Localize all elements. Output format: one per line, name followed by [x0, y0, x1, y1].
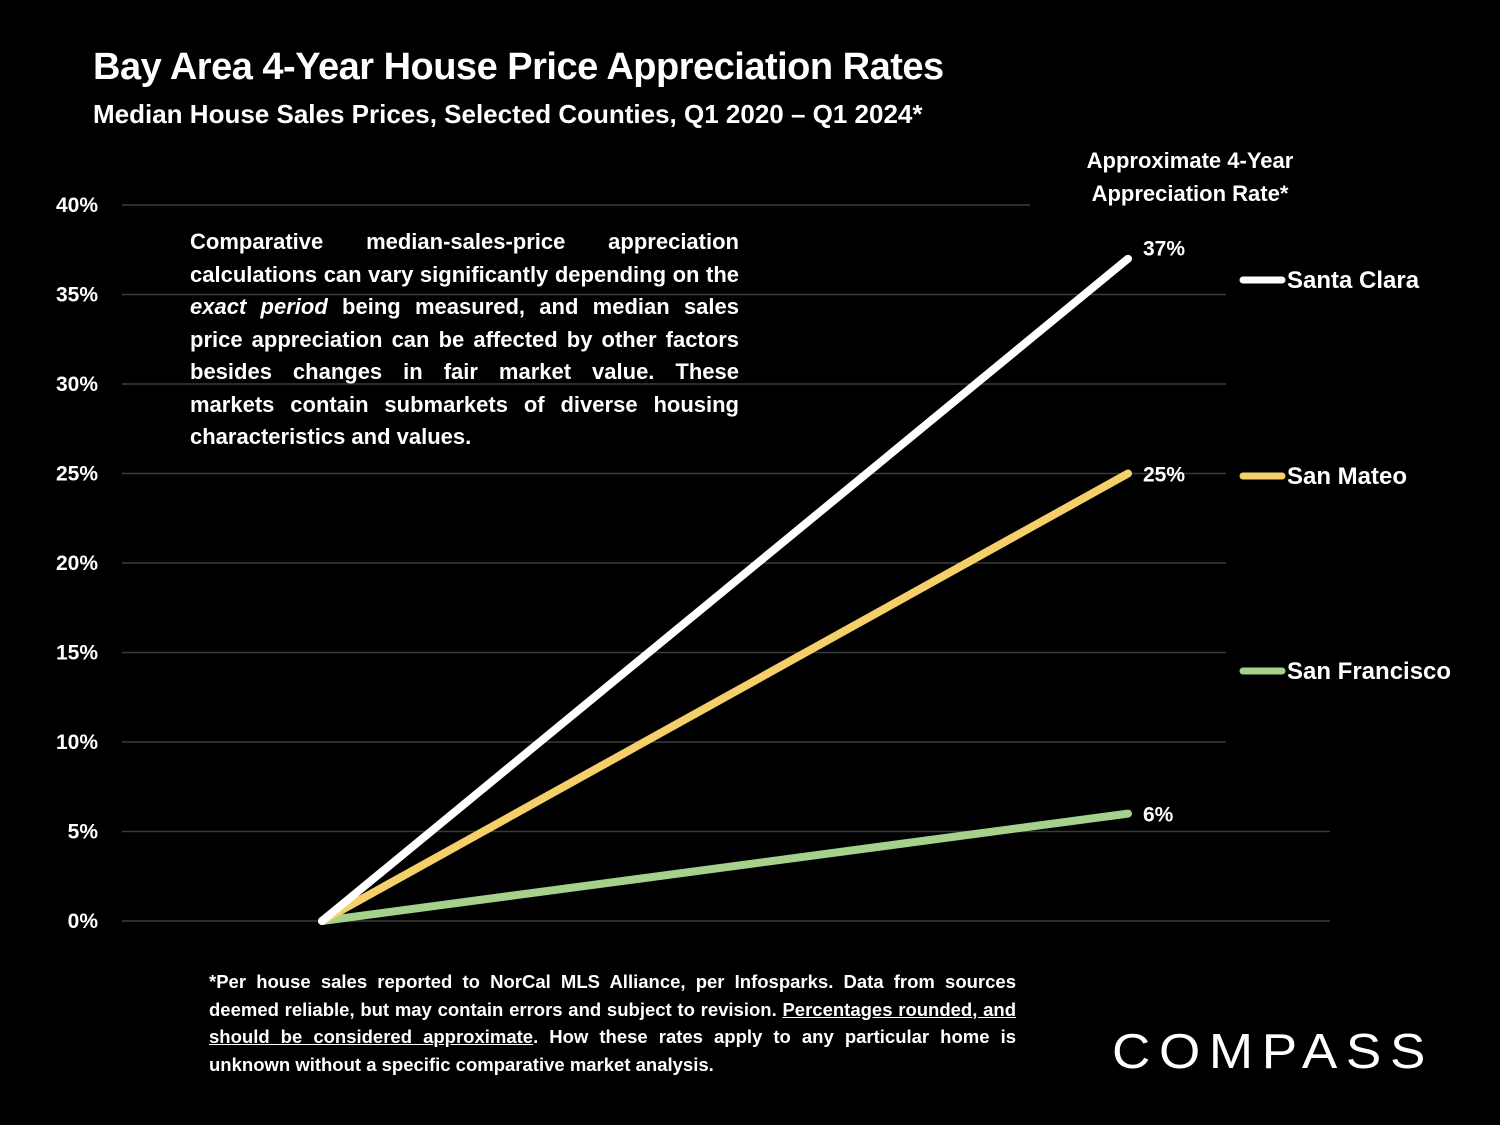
y-tick-label: 15% [56, 642, 98, 665]
series-line-santa-clara [318, 254, 1132, 925]
y-axis-tick-labels: 0% 5% 10% 15% 20% 25% 30% 35% 40% [56, 194, 98, 933]
footnote: *Per house sales reported to NorCal MLS … [209, 968, 1016, 1078]
chart-subtitle: Median House Sales Prices, Selected Coun… [93, 99, 923, 129]
series-lines [318, 254, 1132, 925]
value-labels: 37% 25% 6% [1143, 238, 1185, 827]
appreciation-rate-heading-line1: Approximate 4-Year [1086, 148, 1294, 173]
value-label: 37% [1143, 238, 1185, 261]
chart-title: Bay Area 4-Year House Price Appreciation… [93, 46, 944, 88]
gridlines [122, 204, 1330, 922]
footnote-underlined: Percentages rounded, and should be consi… [209, 998, 1016, 1048]
methodology-note-text-2: being measured, and median sales price a… [190, 294, 739, 449]
methodology-note-emphasis: exact period [190, 294, 328, 319]
y-tick-label: 40% [56, 194, 98, 217]
appreciation-rate-heading: Approximate 4-Year Appreciation Rate* [1060, 144, 1320, 210]
series-line-san-mateo [318, 469, 1132, 925]
y-tick-label: 20% [56, 552, 98, 575]
footnote-text-2: . How these rates apply to any particula… [209, 1026, 1016, 1075]
y-tick-label: 30% [56, 373, 98, 396]
y-tick-label: 25% [56, 463, 98, 486]
y-tick-label: 10% [56, 731, 98, 754]
y-tick-label: 5% [68, 821, 99, 844]
methodology-note-text-1: Comparative median-sales-price appreciat… [190, 229, 739, 287]
compass-logo: COMPASS [1112, 1025, 1434, 1079]
legend-label: San Francisco [1287, 658, 1451, 685]
y-tick-label: 0% [68, 910, 99, 933]
value-label: 25% [1143, 464, 1185, 487]
appreciation-rate-heading-line2: Appreciation Rate* [1091, 181, 1289, 206]
value-label: 6% [1143, 804, 1174, 827]
methodology-note: Comparative median-sales-price appreciat… [190, 226, 739, 454]
legend: Santa Clara San Mateo San Francisco [1239, 267, 1451, 685]
series-line-san-francisco [318, 809, 1132, 925]
legend-label: Santa Clara [1287, 267, 1420, 294]
y-tick-label: 35% [56, 284, 98, 307]
compass-logo-text: COMPASS [1112, 1025, 1434, 1079]
legend-label: San Mateo [1287, 463, 1407, 490]
footnote-text-1: *Per house sales reported to NorCal MLS … [209, 971, 1016, 1020]
